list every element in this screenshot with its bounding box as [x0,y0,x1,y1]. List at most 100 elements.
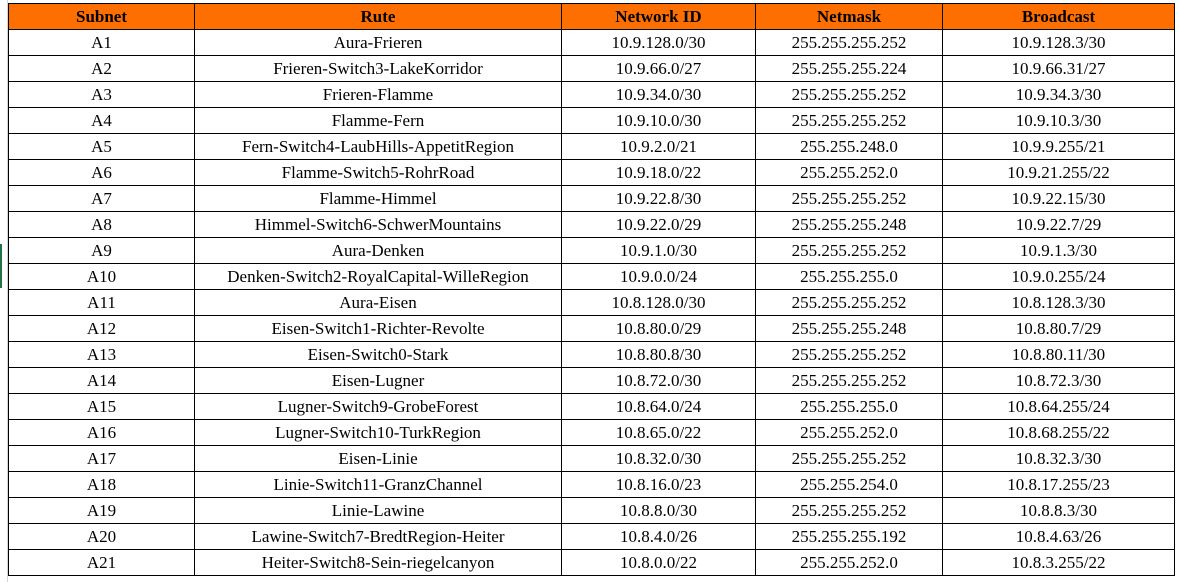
cell-rute[interactable]: Flamme-Himmel [194,185,562,212]
cell-network-id[interactable]: 10.9.34.0/30 [561,81,756,108]
cell-subnet[interactable]: A4 [8,107,195,134]
cell-network-id[interactable]: 10.8.65.0/22 [561,419,756,446]
cell-broadcast[interactable]: 10.8.80.7/29 [942,315,1175,342]
cell-subnet[interactable]: A3 [8,81,195,108]
cell-network-id[interactable]: 10.8.8.0/30 [561,497,756,524]
cell-broadcast[interactable]: 10.9.21.255/22 [942,159,1175,186]
cell-rute[interactable]: Aura-Frieren [194,29,562,56]
cell-subnet[interactable]: A1 [8,29,195,56]
cell-rute[interactable]: Frieren-Switch3-LakeKorridor [194,55,562,82]
cell-network-id[interactable]: 10.9.22.0/29 [561,211,756,238]
cell-rute[interactable]: Linie-Lawine [194,497,562,524]
cell-netmask[interactable]: 255.255.254.0 [755,471,943,498]
cell-broadcast[interactable]: 10.9.66.31/27 [942,55,1175,82]
cell-subnet[interactable]: A8 [8,211,195,238]
cell-rute[interactable]: Eisen-Switch0-Stark [194,341,562,368]
cell-subnet[interactable]: A18 [8,471,195,498]
header-broadcast[interactable]: Broadcast [942,3,1175,30]
cell-broadcast[interactable]: 10.9.9.255/21 [942,133,1175,160]
cell-netmask[interactable]: 255.255.252.0 [755,549,943,576]
cell-network-id[interactable]: 10.9.10.0/30 [561,107,756,134]
cell-subnet[interactable]: A7 [8,185,195,212]
cell-broadcast[interactable]: 10.8.64.255/24 [942,393,1175,420]
cell-subnet[interactable]: A15 [8,393,195,420]
cell-subnet[interactable]: A14 [8,367,195,394]
cell-rute[interactable]: Flamme-Switch5-RohrRoad [194,159,562,186]
header-subnet[interactable]: Subnet [8,3,195,30]
cell-broadcast[interactable]: 10.8.8.3/30 [942,497,1175,524]
cell-broadcast[interactable]: 10.8.3.255/22 [942,549,1175,576]
cell-network-id[interactable]: 10.8.0.0/22 [561,549,756,576]
cell-broadcast[interactable]: 10.8.4.63/26 [942,523,1175,550]
cell-network-id[interactable]: 10.8.32.0/30 [561,445,756,472]
cell-netmask[interactable]: 255.255.255.252 [755,341,943,368]
cell-subnet[interactable]: A19 [8,497,195,524]
cell-subnet[interactable]: A21 [8,549,195,576]
cell-broadcast[interactable]: 10.8.32.3/30 [942,445,1175,472]
cell-netmask[interactable]: 255.255.255.248 [755,315,943,342]
cell-network-id[interactable]: 10.9.1.0/30 [561,237,756,264]
cell-rute[interactable]: Lugner-Switch10-TurkRegion [194,419,562,446]
cell-broadcast[interactable]: 10.9.128.3/30 [942,29,1175,56]
cell-rute[interactable]: Lawine-Switch7-BredtRegion-Heiter [194,523,562,550]
cell-network-id[interactable]: 10.8.64.0/24 [561,393,756,420]
cell-subnet[interactable]: A16 [8,419,195,446]
cell-netmask[interactable]: 255.255.255.224 [755,55,943,82]
cell-broadcast[interactable]: 10.8.72.3/30 [942,367,1175,394]
cell-netmask[interactable]: 255.255.255.252 [755,185,943,212]
cell-netmask[interactable]: 255.255.255.192 [755,523,943,550]
cell-netmask[interactable]: 255.255.252.0 [755,419,943,446]
cell-netmask[interactable]: 255.255.255.252 [755,367,943,394]
cell-subnet[interactable]: A17 [8,445,195,472]
cell-subnet[interactable]: A6 [8,159,195,186]
cell-netmask[interactable]: 255.255.255.252 [755,81,943,108]
cell-netmask[interactable]: 255.255.255.252 [755,237,943,264]
header-network-id[interactable]: Network ID [561,3,756,30]
cell-network-id[interactable]: 10.8.80.8/30 [561,341,756,368]
cell-network-id[interactable]: 10.8.72.0/30 [561,367,756,394]
cell-broadcast[interactable]: 10.9.22.7/29 [942,211,1175,238]
cell-netmask[interactable]: 255.255.255.252 [755,29,943,56]
header-netmask[interactable]: Netmask [755,3,943,30]
cell-subnet[interactable]: A13 [8,341,195,368]
cell-network-id[interactable]: 10.8.16.0/23 [561,471,756,498]
cell-broadcast[interactable]: 10.9.34.3/30 [942,81,1175,108]
cell-broadcast[interactable]: 10.8.68.255/22 [942,419,1175,446]
cell-network-id[interactable]: 10.9.2.0/21 [561,133,756,160]
cell-subnet[interactable]: A9 [8,237,195,264]
cell-broadcast[interactable]: 10.8.17.255/23 [942,471,1175,498]
cell-subnet[interactable]: A5 [8,133,195,160]
cell-rute[interactable]: Eisen-Lugner [194,367,562,394]
cell-network-id[interactable]: 10.9.66.0/27 [561,55,756,82]
cell-rute[interactable]: Aura-Eisen [194,289,562,316]
cell-broadcast[interactable]: 10.9.0.255/24 [942,263,1175,290]
cell-netmask[interactable]: 255.255.255.252 [755,497,943,524]
cell-network-id[interactable]: 10.9.18.0/22 [561,159,756,186]
cell-rute[interactable]: Himmel-Switch6-SchwerMountains [194,211,562,238]
cell-subnet[interactable]: A10 [8,263,195,290]
cell-rute[interactable]: Fern-Switch4-LaubHills-AppetitRegion [194,133,562,160]
cell-rute[interactable]: Denken-Switch2-RoyalCapital-WilleRegion [194,263,562,290]
cell-netmask[interactable]: 255.255.252.0 [755,159,943,186]
cell-rute[interactable]: Eisen-Linie [194,445,562,472]
cell-netmask[interactable]: 255.255.255.0 [755,393,943,420]
cell-subnet[interactable]: A11 [8,289,195,316]
cell-network-id[interactable]: 10.9.128.0/30 [561,29,756,56]
cell-netmask[interactable]: 255.255.255.252 [755,107,943,134]
cell-network-id[interactable]: 10.9.22.8/30 [561,185,756,212]
cell-rute[interactable]: Frieren-Flamme [194,81,562,108]
header-rute[interactable]: Rute [194,3,562,30]
cell-broadcast[interactable]: 10.9.1.3/30 [942,237,1175,264]
cell-network-id[interactable]: 10.8.4.0/26 [561,523,756,550]
cell-network-id[interactable]: 10.8.128.0/30 [561,289,756,316]
cell-broadcast[interactable]: 10.8.80.11/30 [942,341,1175,368]
cell-netmask[interactable]: 255.255.255.248 [755,211,943,238]
cell-subnet[interactable]: A2 [8,55,195,82]
cell-broadcast[interactable]: 10.8.128.3/30 [942,289,1175,316]
cell-broadcast[interactable]: 10.9.10.3/30 [942,107,1175,134]
cell-network-id[interactable]: 10.8.80.0/29 [561,315,756,342]
cell-rute[interactable]: Linie-Switch11-GranzChannel [194,471,562,498]
cell-netmask[interactable]: 255.255.255.252 [755,445,943,472]
cell-netmask[interactable]: 255.255.248.0 [755,133,943,160]
cell-netmask[interactable]: 255.255.255.252 [755,289,943,316]
